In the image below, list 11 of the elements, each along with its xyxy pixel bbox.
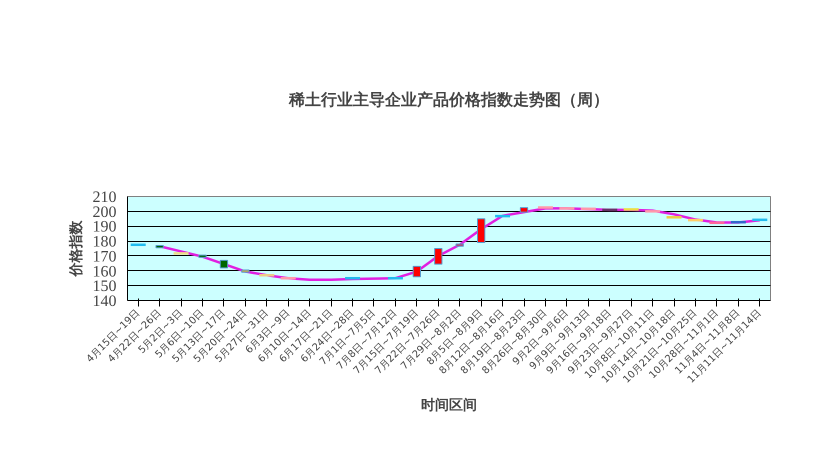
y-tick-label: 190 — [92, 218, 116, 236]
y-tick-label: 160 — [92, 263, 116, 280]
x-axis-title: 时间区间 — [421, 397, 477, 414]
y-tick-label: 150 — [92, 278, 116, 296]
y-tick-label: 180 — [92, 234, 116, 251]
y-tick-label: 210 — [92, 189, 116, 206]
y-tick-label: 170 — [92, 248, 116, 266]
y-axis-title: 价格指数 — [68, 220, 84, 278]
y-tick-label: 200 — [92, 204, 116, 221]
chart-title: 稀土行业主导企业产品价格指数走势图（周） — [288, 90, 609, 109]
y-tick-label: 140 — [92, 293, 116, 310]
